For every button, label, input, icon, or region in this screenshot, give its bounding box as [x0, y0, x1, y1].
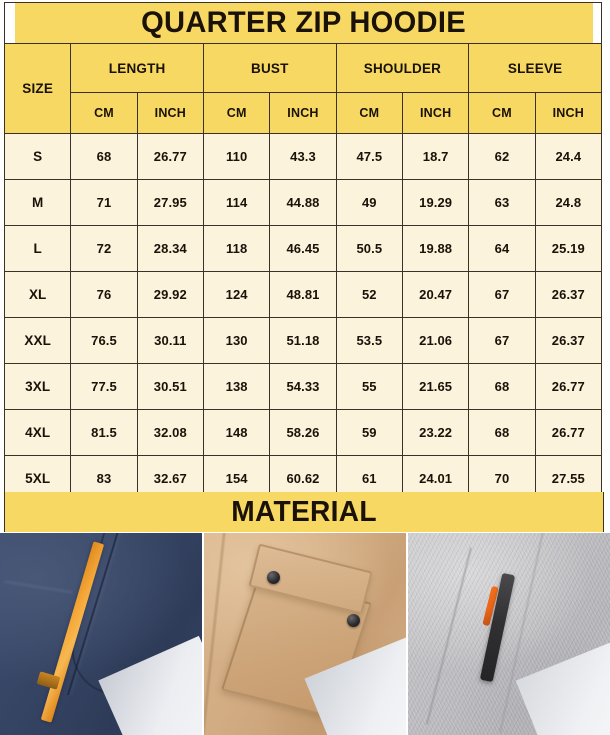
- cell-bust-inch: 51.18: [269, 317, 337, 364]
- cell-bust-inch: 46.45: [269, 225, 337, 272]
- cell-size: S: [3, 133, 72, 180]
- cell-bust-cm: 124: [202, 271, 271, 318]
- navy-zip-pocket-photo: [0, 533, 202, 735]
- cell-sleeve-cm: 68: [468, 363, 536, 410]
- unit-header-row: CM INCH CM INCH CM INCH CM INCH: [5, 92, 603, 134]
- unit-header-shoulder-inch: INCH: [401, 92, 470, 134]
- column-header-size: SIZE: [3, 43, 72, 134]
- unit-header-bust-cm: CM: [202, 92, 271, 134]
- cell-shoulder-cm: 55: [335, 363, 403, 410]
- cell-length-cm: 77.5: [70, 363, 138, 410]
- cell-shoulder-cm: 59: [335, 409, 403, 456]
- cell-bust-cm: 110: [202, 133, 271, 180]
- cell-sleeve-cm: 63: [468, 179, 536, 226]
- cell-length-cm: 72: [70, 225, 138, 272]
- cell-bust-inch: 48.81: [269, 271, 337, 318]
- cell-shoulder-cm: 52: [335, 271, 403, 318]
- fabric-fold: [4, 580, 73, 593]
- cell-shoulder-cm: 50.5: [335, 225, 403, 272]
- cell-shoulder-inch: 18.7: [401, 133, 470, 180]
- cell-length-cm: 71: [70, 179, 138, 226]
- cell-shoulder-inch: 23.22: [401, 409, 470, 456]
- cell-size: M: [3, 179, 72, 226]
- cell-shoulder-cm: 53.5: [335, 317, 403, 364]
- cell-shoulder-inch: 19.29: [401, 179, 470, 226]
- column-header-length: LENGTH: [70, 43, 204, 93]
- column-header-bust: BUST: [202, 43, 337, 93]
- cell-length-inch: 32.08: [136, 409, 204, 456]
- cell-sleeve-inch: 24.8: [534, 179, 603, 226]
- column-header-shoulder: SHOULDER: [335, 43, 470, 93]
- grey-zip-pocket-photo: [408, 533, 610, 735]
- cell-bust-cm: 130: [202, 317, 271, 364]
- cell-sleeve-cm: 62: [468, 133, 536, 180]
- cell-sleeve-inch: 26.37: [534, 271, 603, 318]
- material-banner: MATERIAL: [4, 492, 604, 532]
- cell-length-inch: 30.51: [136, 363, 204, 410]
- cell-bust-inch: 54.33: [269, 363, 337, 410]
- cell-length-inch: 30.11: [136, 317, 204, 364]
- cell-sleeve-inch: 25.19: [534, 225, 603, 272]
- cell-size: 3XL: [3, 363, 72, 410]
- cell-sleeve-inch: 26.77: [534, 409, 603, 456]
- table-row: XXL 76.5 30.11 130 51.18 53.5 21.06 67 2…: [3, 317, 603, 364]
- cell-shoulder-inch: 21.06: [401, 317, 470, 364]
- table-row: 4XL 81.5 32.08 148 58.26 59 23.22 68 26.…: [3, 409, 603, 456]
- snap-button-icon: [266, 571, 280, 585]
- cell-shoulder-inch: 19.88: [401, 225, 470, 272]
- cell-bust-cm: 114: [202, 179, 271, 226]
- size-chart-table: QUARTER ZIP HOODIE SIZE LENGTH BUST SHOU…: [3, 2, 603, 502]
- cell-size: XXL: [3, 317, 72, 364]
- cell-bust-inch: 58.26: [269, 409, 337, 456]
- material-photo-strip: [0, 533, 610, 735]
- unit-header-length-inch: INCH: [136, 92, 204, 134]
- cell-bust-inch: 43.3: [269, 133, 337, 180]
- seam-line: [204, 533, 228, 735]
- table-row: 3XL 77.5 30.51 138 54.33 55 21.65 68 26.…: [3, 363, 603, 410]
- cell-sleeve-cm: 68: [468, 409, 536, 456]
- cell-sleeve-inch: 24.4: [534, 133, 603, 180]
- table-row: S 68 26.77 110 43.3 47.5 18.7 62 24.4: [3, 133, 603, 180]
- cell-length-cm: 68: [70, 133, 138, 180]
- cell-length-inch: 29.92: [136, 271, 204, 318]
- cell-bust-cm: 138: [202, 363, 271, 410]
- cell-size: XL: [3, 271, 72, 318]
- unit-header-bust-inch: INCH: [269, 92, 337, 134]
- cell-sleeve-inch: 26.37: [534, 317, 603, 364]
- cell-length-inch: 27.95: [136, 179, 204, 226]
- cell-size: 4XL: [3, 409, 72, 456]
- cell-shoulder-cm: 49: [335, 179, 403, 226]
- khaki-snap-pocket-photo: [204, 533, 406, 735]
- cell-sleeve-cm: 67: [468, 317, 536, 364]
- page-title: QUARTER ZIP HOODIE: [12, 2, 594, 44]
- cell-sleeve-inch: 26.77: [534, 363, 603, 410]
- cell-length-cm: 81.5: [70, 409, 138, 456]
- material-banner-label: MATERIAL: [231, 495, 377, 528]
- cell-shoulder-inch: 20.47: [401, 271, 470, 318]
- cell-bust-cm: 118: [202, 225, 271, 272]
- cell-bust-inch: 44.88: [269, 179, 337, 226]
- group-header-row: SIZE LENGTH BUST SHOULDER SLEEVE: [3, 43, 602, 134]
- column-header-sleeve: SLEEVE: [468, 43, 602, 93]
- snap-button-icon: [347, 613, 361, 627]
- cell-length-inch: 28.34: [136, 225, 204, 272]
- unit-header-shoulder-cm: CM: [335, 92, 403, 134]
- table-row: M 71 27.95 114 44.88 49 19.29 63 24.8: [3, 179, 603, 226]
- table-row: XL 76 29.92 124 48.81 52 20.47 67 26.37: [3, 271, 603, 318]
- cell-shoulder-inch: 21.65: [401, 363, 470, 410]
- table-row: L 72 28.34 118 46.45 50.5 19.88 64 25.19: [3, 225, 603, 272]
- cell-sleeve-cm: 64: [468, 225, 536, 272]
- cell-length-cm: 76.5: [70, 317, 138, 364]
- cell-sleeve-cm: 67: [468, 271, 536, 318]
- cell-length-inch: 26.77: [136, 133, 204, 180]
- unit-header-sleeve-inch: INCH: [534, 92, 603, 134]
- cell-length-cm: 76: [70, 271, 138, 318]
- unit-header-length-cm: CM: [70, 92, 138, 134]
- cell-size: L: [3, 225, 72, 272]
- unit-header-sleeve-cm: CM: [468, 92, 536, 134]
- cell-shoulder-cm: 47.5: [335, 133, 403, 180]
- title-row: QUARTER ZIP HOODIE: [5, 2, 602, 44]
- cell-bust-cm: 148: [202, 409, 271, 456]
